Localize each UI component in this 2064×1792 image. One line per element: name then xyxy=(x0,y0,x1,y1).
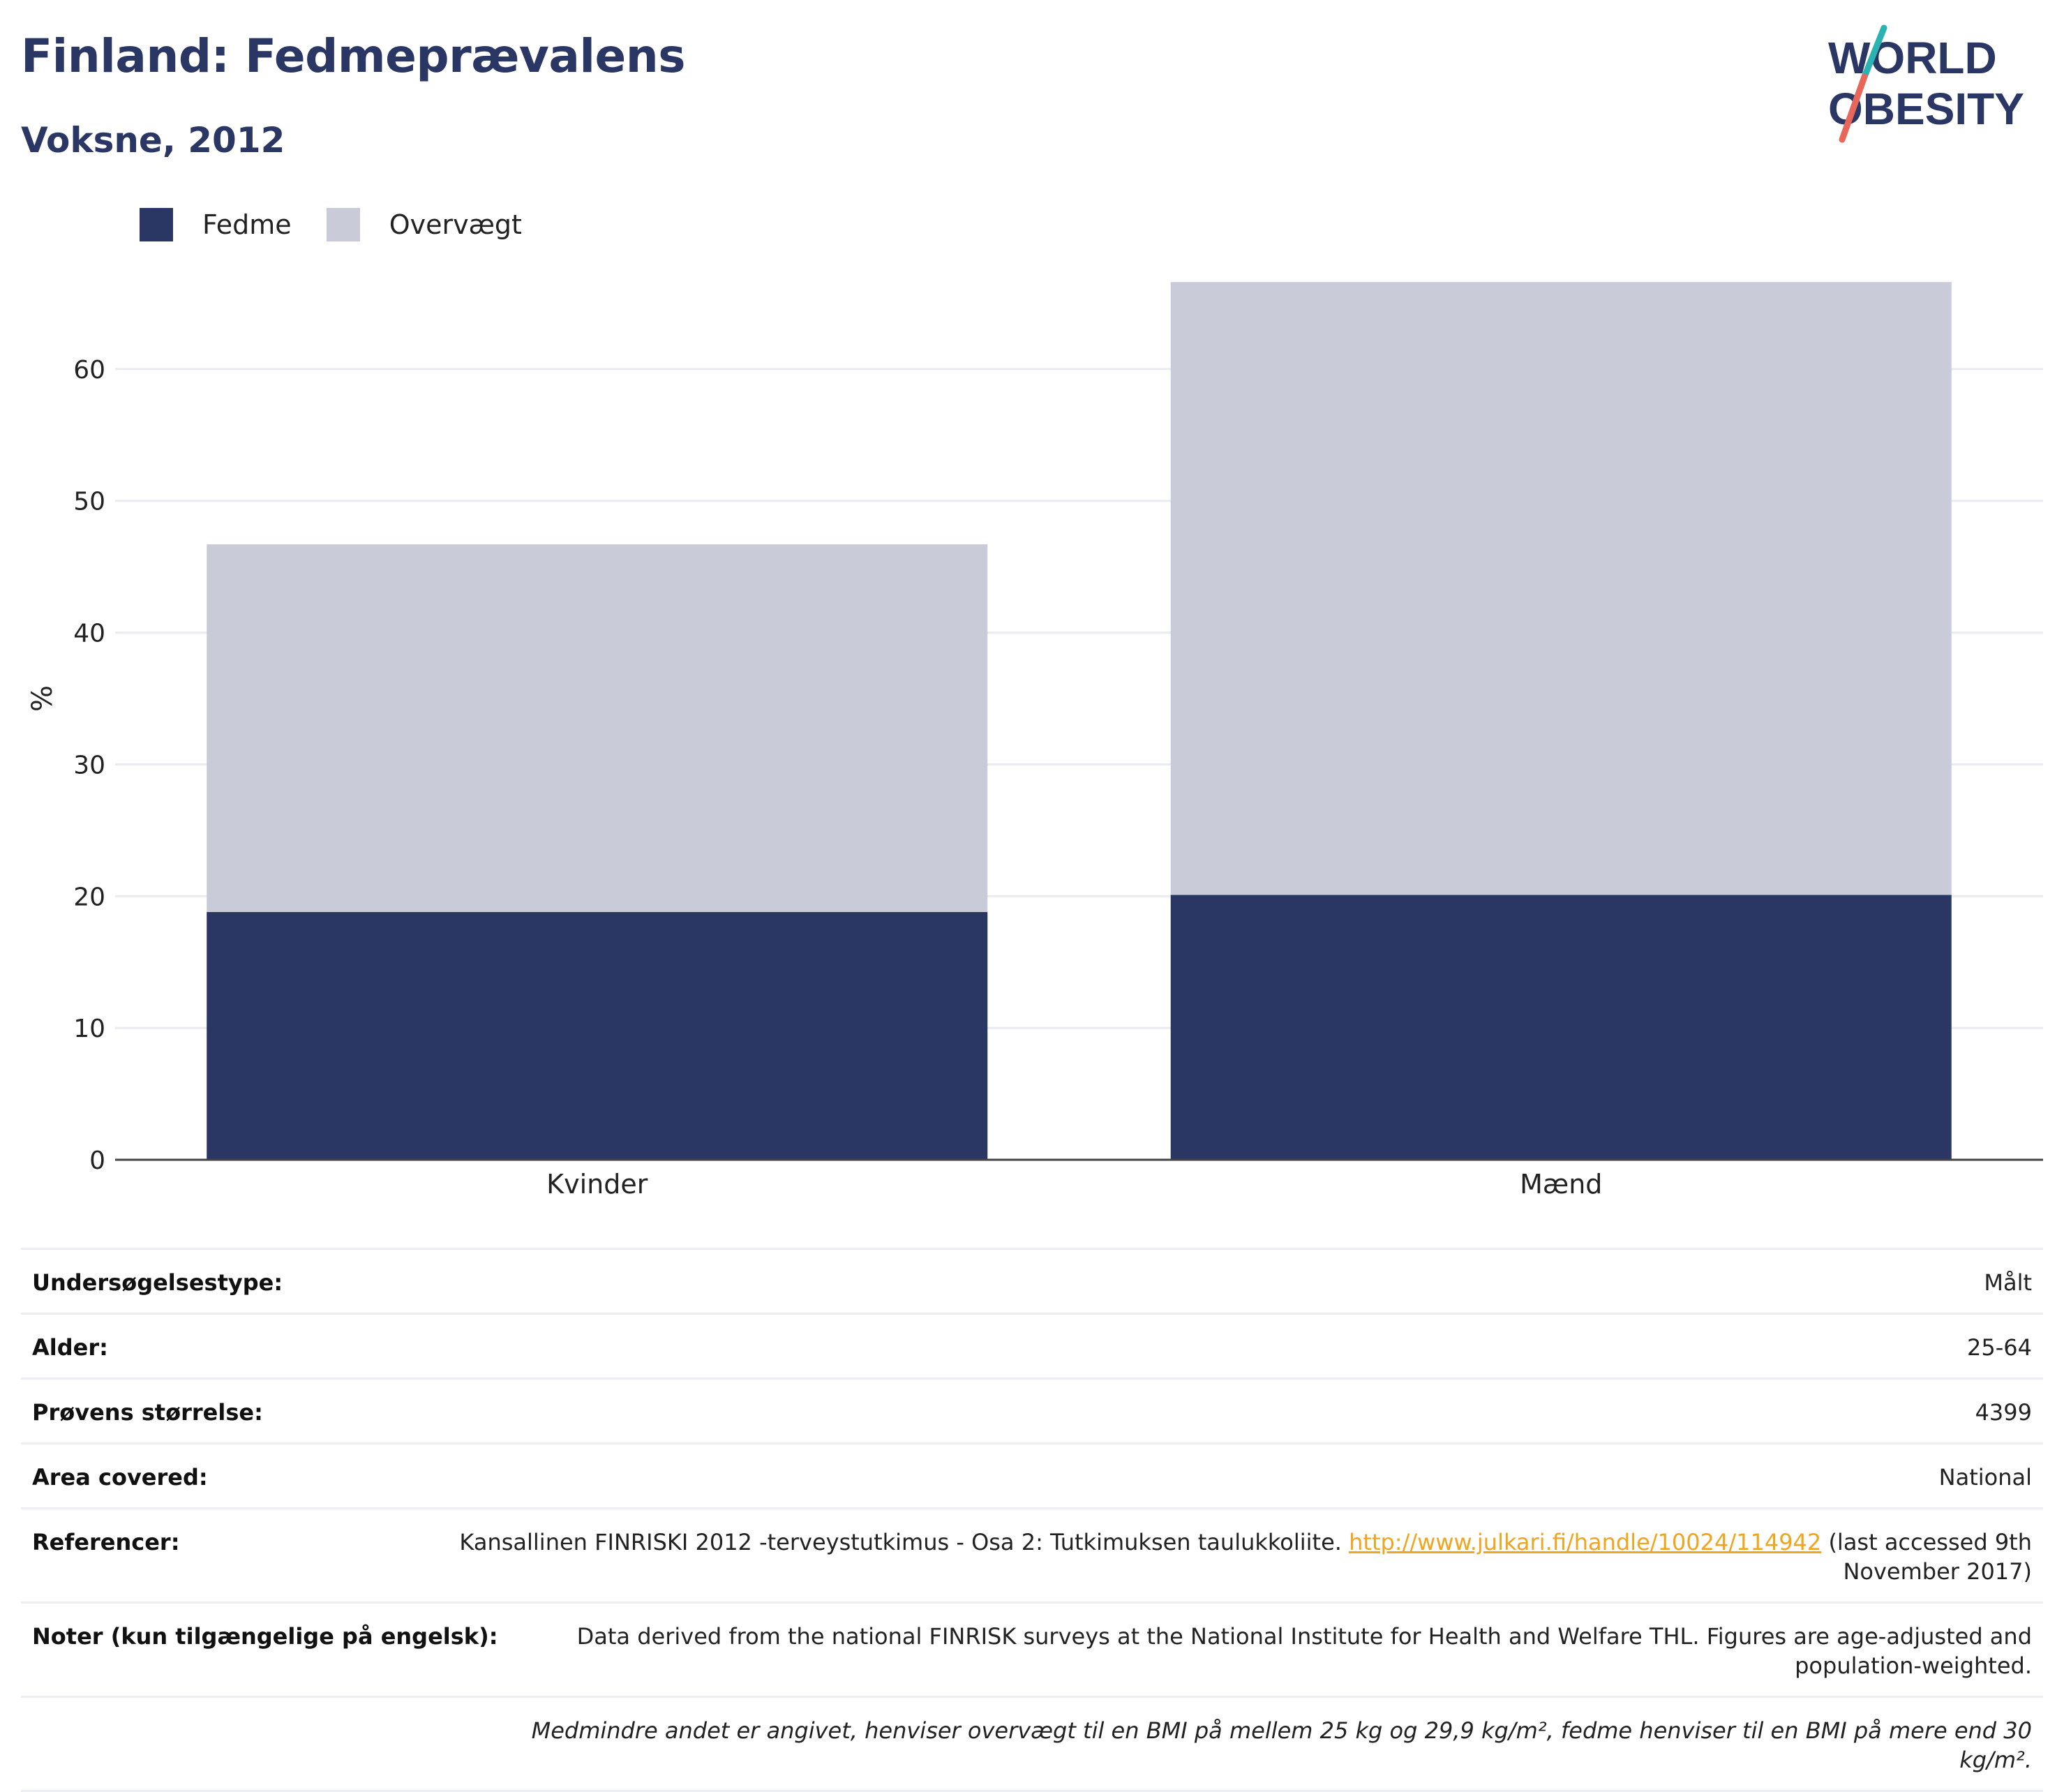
definition-footnote: Medmindre andet er angivet, henviser ove… xyxy=(21,1698,2043,1792)
info-value: National xyxy=(1938,1464,2032,1491)
notes-text: Data derived from the national FINRISK s… xyxy=(576,1623,2032,1679)
reference-text: Kansallinen FINRISKI 2012 -terveystutkim… xyxy=(455,1528,2032,1586)
legend-label-overvaegt: Overvægt xyxy=(389,209,522,240)
legend-item-overvaegt[interactable]: Overvægt xyxy=(326,208,522,241)
info-row-survey-type: Undersøgelsestype: Målt xyxy=(21,1248,2043,1315)
legend-label-fedme: Fedme xyxy=(202,209,292,240)
info-value: 4399 xyxy=(1975,1399,2032,1426)
y-tick-label: 20 xyxy=(73,883,105,911)
y-tick-label: 10 xyxy=(73,1015,105,1043)
bar-chart: 0 10 20 30 40 50 60% Kvinder Mænd xyxy=(27,282,2043,1200)
info-label: Referencer: xyxy=(32,1529,180,1555)
legend-swatch-overvaegt xyxy=(326,208,360,241)
x-tick-label: Mænd xyxy=(1520,1169,1602,1200)
y-tick-label: 60 xyxy=(73,356,105,384)
info-label: Alder: xyxy=(32,1334,108,1361)
info-table: Undersøgelsestype: Målt Alder: 25-64 Prø… xyxy=(21,1248,2043,1792)
info-value: Målt xyxy=(1984,1269,2032,1296)
info-label: Noter (kun tilgængelige på engelsk): xyxy=(32,1623,498,1650)
bar-overvaegt-1 xyxy=(1170,282,1952,895)
y-tick-label: 0 xyxy=(89,1147,105,1175)
info-row-references: Referencer: Kansallinen FINRISKI 2012 -t… xyxy=(21,1509,2043,1604)
y-tick-label: 30 xyxy=(73,751,105,779)
logo-slash-teal xyxy=(1861,24,1887,80)
legend-item-fedme[interactable]: Fedme xyxy=(140,208,292,241)
info-row-sample-size: Prøvens størrelse: 4399 xyxy=(21,1380,2043,1444)
reference-citation: Kansallinen FINRISKI 2012 -terveystutkim… xyxy=(459,1529,1349,1555)
info-row-notes: Noter (kun tilgængelige på engelsk): Dat… xyxy=(21,1604,2043,1698)
page-title: Finland: Fedmeprævalens xyxy=(21,29,686,83)
info-label: Undersøgelsestype: xyxy=(32,1269,283,1296)
y-axis-label: % xyxy=(27,685,59,712)
info-row-age: Alder: 25-64 xyxy=(21,1315,2043,1380)
info-value: 25-64 xyxy=(1967,1334,2032,1361)
bar-fedme-0 xyxy=(207,911,988,1160)
y-tick-label: 40 xyxy=(73,620,105,648)
logo-slash-coral xyxy=(1839,73,1868,143)
footnote-text: Medmindre andet er angivet, henviser ove… xyxy=(531,1717,2032,1773)
chart-legend: Fedme Overvægt xyxy=(140,208,557,241)
legend-swatch-fedme xyxy=(140,208,173,241)
info-label: Area covered: xyxy=(32,1464,208,1491)
bar-fedme-1 xyxy=(1170,895,1952,1160)
reference-accessed: (last accessed 9th November 2017) xyxy=(1821,1529,2032,1585)
logo-line1: WORLD xyxy=(1828,33,1997,83)
reference-link[interactable]: http://www.julkari.fi/handle/10024/11494… xyxy=(1349,1529,1822,1555)
info-row-area: Area covered: National xyxy=(21,1444,2043,1509)
bar-overvaegt-0 xyxy=(207,544,988,912)
info-label: Prøvens størrelse: xyxy=(32,1399,263,1426)
x-tick-label: Kvinder xyxy=(546,1169,648,1200)
y-tick-label: 50 xyxy=(73,488,105,516)
world-obesity-logo: WORLD OBESITY xyxy=(1828,24,2024,143)
page-subtitle: Voksne, 2012 xyxy=(21,120,285,160)
